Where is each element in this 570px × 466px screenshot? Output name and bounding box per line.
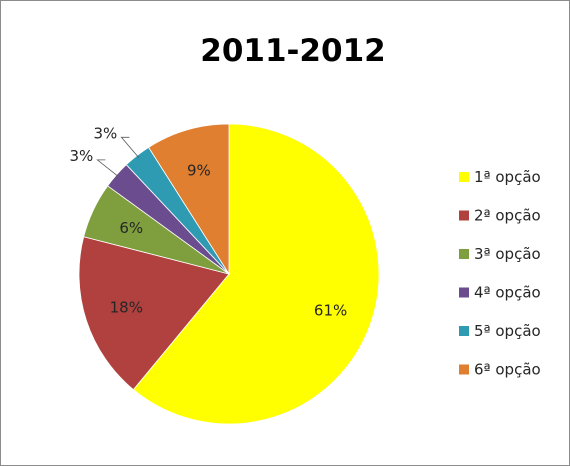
chart-title: 2011-2012 (200, 33, 385, 69)
legend-label-1: 1ª opção (474, 168, 541, 186)
legend-swatch-2 (459, 210, 469, 221)
legend-label-6: 6ª opção (474, 361, 541, 379)
slice-2 (78, 236, 230, 391)
pie-slices (78, 123, 380, 425)
slice-label-5: 3% (94, 124, 118, 142)
legend-label-4: 4ª opção (474, 284, 541, 302)
legend-swatch-3 (459, 249, 469, 259)
slice-label-4: 3% (70, 147, 94, 165)
slice-6 (148, 123, 230, 276)
legend-swatch-5 (459, 326, 469, 336)
slice-label-2: 18% (110, 298, 143, 316)
leader-line-4 (96, 159, 119, 178)
slice-label-1: 61% (314, 302, 347, 320)
slice-label-3: 6% (119, 219, 143, 237)
legend-swatch-1 (459, 172, 469, 182)
legend-label-3: 3ª opção (474, 245, 541, 263)
leader-lines (96, 136, 140, 178)
legend-swatch-6 (459, 364, 469, 375)
slice-label-6: 9% (187, 161, 211, 179)
legend-label-2: 2ª opção (474, 207, 541, 225)
slice-labels: 61% 18% 6% 3%3% 9% (70, 124, 348, 319)
slice-1 (132, 123, 380, 425)
legend-label-5: 5ª opção (474, 322, 541, 340)
legend: 1ª opção 2ª opção 3ª opção 4ª opção 5ª opção… (459, 168, 541, 379)
leader-line-5 (120, 136, 140, 159)
legend-swatch-4 (459, 287, 469, 298)
